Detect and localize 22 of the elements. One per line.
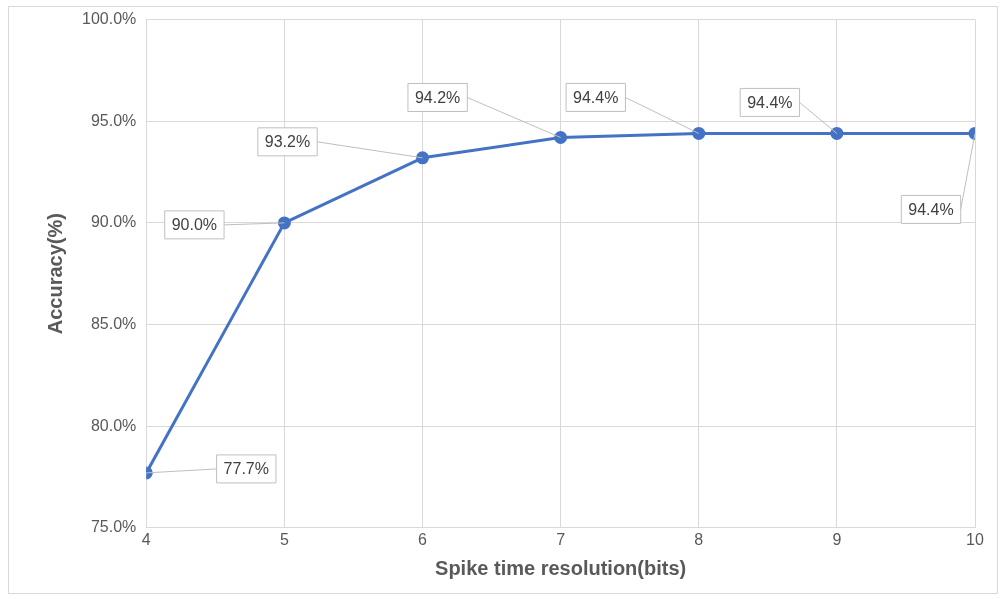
x-tick-label: 8 [694, 530, 704, 548]
x-tick-label: 9 [832, 530, 842, 548]
data-label: 94.4% [908, 200, 954, 218]
data-label: 90.0% [171, 216, 218, 234]
data-label: 94.2% [414, 88, 461, 106]
x-tick-label: 6 [418, 530, 428, 548]
x-axis-title: Spike time resolution(bits) [435, 556, 687, 579]
data-label: 77.7% [223, 460, 269, 478]
x-tick-label: 4 [141, 530, 151, 548]
data-label: 94.4% [747, 93, 793, 111]
y-tick-label: 85.0% [90, 314, 137, 332]
x-tick-label: 7 [556, 530, 566, 548]
y-tick-label: 90.0% [90, 213, 137, 231]
data-label: 93.2% [264, 133, 311, 151]
x-tick-label: 10 [966, 530, 984, 548]
y-tick-label: 95.0% [90, 111, 137, 129]
data-label: 94.4% [573, 88, 619, 106]
x-tick-label: 5 [279, 530, 289, 548]
y-tick-label: 100.0% [82, 10, 137, 28]
y-tick-label: 75.0% [90, 518, 137, 536]
y-tick-label: 80.0% [90, 416, 137, 434]
y-axis-title: Accuracy(%) [43, 213, 66, 335]
